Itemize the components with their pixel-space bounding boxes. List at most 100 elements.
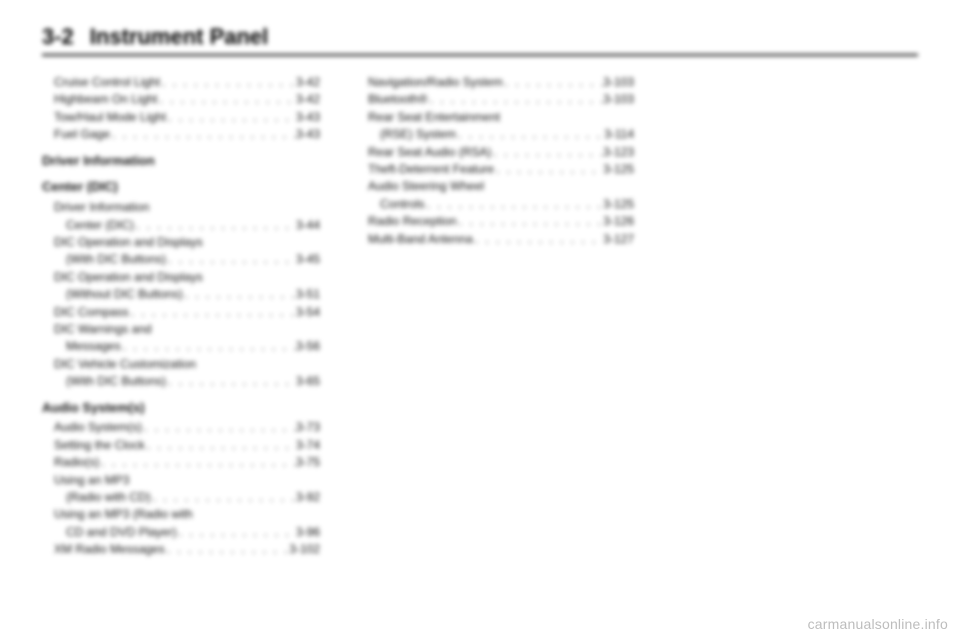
toc-label: Multi-Band Antenna xyxy=(368,231,473,248)
toc-label: Navigation/Radio System xyxy=(368,74,503,91)
toc-page-ref: 3-43 xyxy=(296,109,320,126)
toc-page-ref: 3-75 xyxy=(296,454,320,471)
toc-leader-dots: . . . . . . . . . . . . . . . . . . . . … xyxy=(491,144,603,161)
toc-label: Rear Seat Entertainment xyxy=(368,109,500,126)
toc-entry: Rear Seat Entertainment xyxy=(356,109,634,126)
toc-leader-dots: . . . . . . . . . . . . . . . . . . . . … xyxy=(99,454,296,471)
toc-leader-dots: . . . . . . . . . . . . . . . . . . . . … xyxy=(166,251,296,268)
toc-leader-dots: . . . . . . . . . . . . . . . . . . . . … xyxy=(425,196,604,213)
toc-section-head: Driver Information xyxy=(42,152,320,171)
toc-entry: Rear Seat Audio (RSA). . . . . . . . . .… xyxy=(356,144,634,161)
toc-entry: DIC Warnings and xyxy=(42,321,320,338)
toc-label: Radio Reception xyxy=(368,213,457,230)
toc-page-ref: 3-92 xyxy=(296,489,320,506)
toc-leader-dots: . . . . . . . . . . . . . . . . . . . . … xyxy=(160,74,296,91)
page-title: Instrument Panel xyxy=(90,24,268,50)
toc-page-ref: 3-96 xyxy=(296,524,320,541)
toc-entry: Radio Reception. . . . . . . . . . . . .… xyxy=(356,213,634,230)
toc-columns: Cruise Control Light. . . . . . . . . . … xyxy=(42,74,918,559)
toc-leader-dots: . . . . . . . . . . . . . . . . . . . . … xyxy=(110,126,296,143)
toc-label: (With DIC Buttons) xyxy=(66,373,166,390)
toc-label: CD and DVD Player) xyxy=(66,524,177,541)
toc-entry: DIC Operation and Displays xyxy=(42,269,320,286)
toc-page-ref: 3-123 xyxy=(603,144,634,161)
toc-leader-dots: . . . . . . . . . . . . . . . . . . . . … xyxy=(177,524,296,541)
toc-leader-dots: . . . . . . . . . . . . . . . . . . . . … xyxy=(456,126,604,143)
toc-entry: Driver Information xyxy=(42,199,320,216)
toc-label: Tow/Haul Mode Light xyxy=(54,109,166,126)
toc-label: DIC Compass xyxy=(54,304,129,321)
toc-page-ref: 3-42 xyxy=(296,74,320,91)
toc-label: Messages xyxy=(66,338,121,355)
toc-label: Highbeam On Light xyxy=(54,91,157,108)
toc-entry: Audio System(s). . . . . . . . . . . . .… xyxy=(42,419,320,436)
toc-label: XM Radio Messages xyxy=(54,541,165,558)
toc-page-ref: 3-44 xyxy=(296,217,320,234)
toc-entry: Center (DIC). . . . . . . . . . . . . . … xyxy=(42,217,320,234)
toc-entry: DIC Operation and Displays xyxy=(42,234,320,251)
toc-entry: Setting the Clock. . . . . . . . . . . .… xyxy=(42,437,320,454)
toc-page-ref: 3-73 xyxy=(296,419,320,436)
toc-leader-dots: . . . . . . . . . . . . . . . . . . . . … xyxy=(145,437,296,454)
toc-entry: Cruise Control Light. . . . . . . . . . … xyxy=(42,74,320,91)
toc-leader-dots: . . . . . . . . . . . . . . . . . . . . … xyxy=(428,91,604,108)
toc-page-ref: 3-127 xyxy=(603,231,634,248)
toc-entry: CD and DVD Player). . . . . . . . . . . … xyxy=(42,524,320,541)
toc-leader-dots: . . . . . . . . . . . . . . . . . . . . … xyxy=(166,109,296,126)
toc-leader-dots: . . . . . . . . . . . . . . . . . . . . … xyxy=(121,338,296,355)
toc-entry: (Without DIC Buttons). . . . . . . . . .… xyxy=(42,286,320,303)
toc-page-ref: 3-103 xyxy=(603,74,634,91)
toc-entry: Audio Steering Wheel xyxy=(356,178,634,195)
toc-entry: (With DIC Buttons). . . . . . . . . . . … xyxy=(42,373,320,390)
toc-label: Rear Seat Audio (RSA) xyxy=(368,144,491,161)
toc-label: Using an MP3 (Radio with xyxy=(54,506,193,523)
toc-column-2: Navigation/Radio System. . . . . . . . .… xyxy=(356,74,634,559)
toc-label: Bluetooth® xyxy=(368,91,428,108)
toc-leader-dots: . . . . . . . . . . . . . . . . . . . . … xyxy=(503,74,604,91)
toc-label: Fuel Gage xyxy=(54,126,110,143)
toc-page-ref: 3-51 xyxy=(296,286,320,303)
toc-page-ref: 3-74 xyxy=(296,437,320,454)
toc-leader-dots: . . . . . . . . . . . . . . . . . . . . … xyxy=(157,91,296,108)
toc-entry: XM Radio Messages. . . . . . . . . . . .… xyxy=(42,541,320,558)
toc-entry: Using an MP3 xyxy=(42,472,320,489)
toc-page-ref: 3-114 xyxy=(604,126,634,143)
toc-entry: Theft-Deterrent Feature. . . . . . . . .… xyxy=(356,161,634,178)
toc-page-ref: 3-42 xyxy=(296,91,320,108)
toc-leader-dots: . . . . . . . . . . . . . . . . . . . . … xyxy=(473,231,604,248)
toc-entry: Navigation/Radio System. . . . . . . . .… xyxy=(356,74,634,91)
toc-leader-dots: . . . . . . . . . . . . . . . . . . . . … xyxy=(134,217,296,234)
watermark: carmanualsonline.info xyxy=(808,616,948,632)
toc-page-ref: 3-102 xyxy=(289,541,320,558)
toc-label: Driver Information xyxy=(54,199,149,216)
toc-label: (RSE) System xyxy=(380,126,456,143)
toc-label: DIC Operation and Displays xyxy=(54,269,203,286)
toc-entry: (RSE) System. . . . . . . . . . . . . . … xyxy=(356,126,634,143)
toc-label: Cruise Control Light xyxy=(54,74,160,91)
toc-entry: Bluetooth®. . . . . . . . . . . . . . . … xyxy=(356,91,634,108)
toc-page-ref: 3-125 xyxy=(603,196,634,213)
toc-column-1: Cruise Control Light. . . . . . . . . . … xyxy=(42,74,320,559)
toc-label: Controls xyxy=(380,196,425,213)
toc-entry: (Radio with CD). . . . . . . . . . . . .… xyxy=(42,489,320,506)
toc-leader-dots: . . . . . . . . . . . . . . . . . . . . … xyxy=(129,304,296,321)
toc-label: Audio System(s) xyxy=(54,419,142,436)
toc-leader-dots: . . . . . . . . . . . . . . . . . . . . … xyxy=(165,541,290,558)
toc-entry: Fuel Gage. . . . . . . . . . . . . . . .… xyxy=(42,126,320,143)
toc-column-3 xyxy=(670,74,918,559)
toc-page-ref: 3-65 xyxy=(296,373,320,390)
toc-label: Audio Steering Wheel xyxy=(368,178,484,195)
toc-label: Using an MP3 xyxy=(54,472,129,489)
toc-entry: (With DIC Buttons). . . . . . . . . . . … xyxy=(42,251,320,268)
page-blur-wrapper: 3-2 Instrument Panel Cruise Control Ligh… xyxy=(0,0,960,640)
toc-leader-dots: . . . . . . . . . . . . . . . . . . . . … xyxy=(494,161,603,178)
toc-entry: Tow/Haul Mode Light. . . . . . . . . . .… xyxy=(42,109,320,126)
toc-label: Setting the Clock xyxy=(54,437,145,454)
page-number: 3-2 xyxy=(42,24,74,50)
toc-entry: Multi-Band Antenna. . . . . . . . . . . … xyxy=(356,231,634,248)
toc-leader-dots: . . . . . . . . . . . . . . . . . . . . … xyxy=(166,373,296,390)
toc-page-ref: 3-54 xyxy=(296,304,320,321)
toc-entry: Messages. . . . . . . . . . . . . . . . … xyxy=(42,338,320,355)
toc-label: Radio(s) xyxy=(54,454,99,471)
toc-entry: Radio(s). . . . . . . . . . . . . . . . … xyxy=(42,454,320,471)
